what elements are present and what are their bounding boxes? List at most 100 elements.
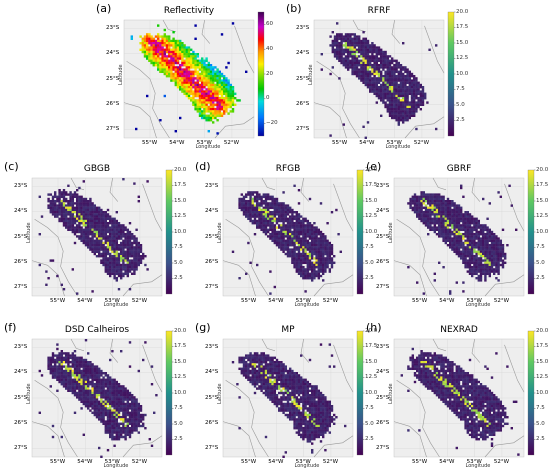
y-tick-label: 24°S [376, 369, 390, 376]
x-tick-label: 55°W [412, 459, 428, 465]
x-tick-label: 54°W [268, 459, 284, 465]
y-tick-label: 24°S [106, 50, 120, 57]
y-tick-label: 23°S [14, 343, 28, 350]
colorbar-tick-label: 15.0 [174, 197, 187, 204]
colorbar-tick-label: 7.5 [174, 405, 183, 411]
colorbar-tick-label: 12.5 [456, 55, 469, 61]
map-canvas [123, 11, 266, 139]
x-tick-label: 54°W [359, 140, 375, 146]
map-border-line [484, 435, 525, 458]
colorbar-tick-label: 60 [266, 20, 273, 27]
x-tick-label: 53°W [466, 459, 482, 465]
storm-field [320, 22, 438, 139]
y-tick-label: 27°S [205, 445, 219, 452]
map-border-line [261, 177, 276, 191]
map-border-line [313, 102, 347, 139]
colorbar-tick-label: 10.0 [365, 389, 378, 396]
colorbar-tick-label: 17.5 [456, 24, 469, 30]
x-tick-label: 52°W [322, 459, 339, 465]
colorbar-tick-label: 2.5 [536, 275, 545, 281]
panel-label: (c) [4, 160, 19, 173]
panel-label: (b) [286, 2, 302, 15]
panel-4: (e) GBRF 20.0 17.5 15.0 12.5 10.0 7.5 5.0 2.5 55°W… [366, 160, 548, 312]
x-tick-label: 53°W [386, 140, 402, 146]
y-tick-label: 24°S [376, 208, 390, 215]
x-tick-label: 53°W [104, 459, 120, 465]
x-tick-label: 54°W [439, 298, 455, 304]
y-tick-label: 26°S [14, 419, 28, 426]
map-border-line [393, 421, 427, 458]
y-axis-label: Latitude [26, 383, 32, 404]
y-tick-label: 27°S [376, 284, 390, 291]
map-border-line [300, 177, 310, 202]
panel-label: (e) [366, 160, 382, 173]
storm-field [400, 347, 520, 456]
map-border-line [471, 338, 481, 363]
x-axis-label: Longitude [103, 463, 129, 469]
x-axis-label: Longitude [195, 144, 221, 150]
colorbar-tick-label: 15.0 [536, 358, 549, 365]
x-tick-label: 53°W [196, 140, 212, 146]
y-axis-label: Latitude [118, 64, 124, 85]
x-tick-label: 52°W [322, 298, 339, 304]
colorbar-tick-label: 17.5 [174, 343, 187, 349]
map-border-line [424, 25, 445, 74]
colorbar-tick-label: 7.5 [174, 244, 183, 250]
y-tick-label: 27°S [106, 126, 120, 133]
colorbar-tick-label: 5.0 [174, 420, 183, 427]
colorbar-tick-label: 7.5 [365, 244, 374, 250]
map-canvas [393, 169, 536, 297]
colorbar-tick-label: 7.5 [456, 86, 465, 92]
y-axis-label: Latitude [217, 222, 223, 243]
colorbar-tick-label: 17.5 [174, 182, 187, 188]
y-tick-label: 25°S [376, 233, 390, 240]
storm-field [130, 22, 248, 135]
map-border-line [109, 177, 119, 202]
map-border-line [471, 177, 481, 202]
map-border-line [391, 19, 401, 44]
y-tick-label: 25°S [376, 394, 390, 401]
colorbar-tick-label: 2.5 [174, 275, 183, 281]
panel-1: (b) RFRF 20.0 17.5 15.0 12.5 10.0 7.5 5.0 2.5 55°W… [286, 2, 468, 154]
colorbar [527, 169, 535, 295]
panel-6: (g) MP 20.0 17.5 15.0 12.5 10.0 7.5 5.0 2.5 55°W 54… [195, 321, 377, 473]
map-border-line [484, 274, 525, 297]
panel-title: RFGB [275, 164, 301, 174]
colorbar-tick-label: 17.5 [365, 182, 378, 188]
y-tick-label: 24°S [205, 369, 219, 376]
colorbar-tick-label: 0 [266, 95, 270, 102]
x-tick-label: 55°W [332, 140, 348, 146]
map-border-line [222, 260, 256, 297]
colorbar [165, 330, 173, 456]
map-canvas [393, 330, 536, 458]
storm-field [231, 343, 347, 458]
colorbar-tick-label: 20.0 [174, 327, 187, 334]
colorbar-tick-label: 5.0 [174, 259, 183, 266]
y-tick-label: 24°S [296, 50, 310, 57]
colorbar-tick-label: 15.0 [536, 197, 549, 204]
colorbar-tick-label: 5.0 [536, 420, 545, 427]
colorbar-tick-label: 12.5 [365, 374, 378, 380]
colorbar-tick-label: 2.5 [174, 436, 183, 442]
x-tick-label: 53°W [295, 459, 311, 465]
panel-3: (d) RFGB 20.0 17.5 15.0 12.5 10.0 7.5 5.0 2.5 55°W… [195, 160, 377, 312]
y-tick-label: 25°S [14, 394, 28, 401]
y-axis-label: Latitude [388, 383, 394, 404]
x-tick-label: 53°W [295, 298, 311, 304]
map-canvas [31, 169, 174, 297]
colorbar-tick-label: 5.0 [456, 101, 465, 108]
x-tick-label: 52°W [223, 140, 240, 146]
colorbar-tick-label: 5.0 [365, 420, 374, 427]
y-tick-label: 26°S [376, 419, 390, 426]
y-tick-label: 24°S [14, 208, 28, 215]
map-border-line [222, 421, 256, 458]
colorbar-tick-label: 10.0 [536, 228, 549, 235]
map-border-line [34, 380, 78, 458]
panel-title: MP [281, 325, 295, 335]
map-border-line [126, 61, 170, 139]
colorbar-tick-label: 15.0 [174, 358, 187, 365]
colorbar [356, 169, 364, 295]
panel-label: (f) [4, 321, 17, 334]
y-tick-label: 27°S [205, 284, 219, 291]
y-tick-label: 27°S [296, 126, 310, 133]
